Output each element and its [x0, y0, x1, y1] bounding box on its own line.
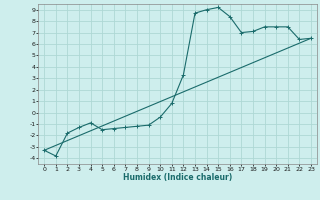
X-axis label: Humidex (Indice chaleur): Humidex (Indice chaleur) — [123, 173, 232, 182]
